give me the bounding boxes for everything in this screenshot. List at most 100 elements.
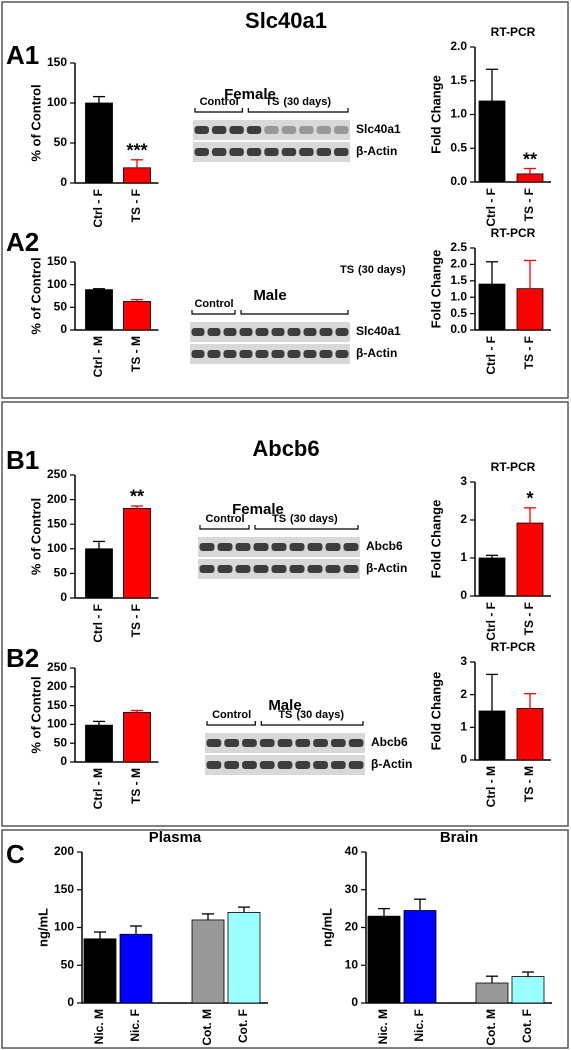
group-label: Control [212,709,251,721]
significance: * [526,489,533,509]
blot-band [194,148,209,156]
significance: ** [130,487,144,507]
y-tick-label: 40 [345,844,359,858]
y-tick-label: 0 [60,754,67,768]
group-label: TS [265,96,279,108]
error-bar [524,507,536,524]
blot-band [295,761,311,769]
bracket [260,721,364,726]
error-bar [93,288,105,290]
y-tick-label: 3 [460,474,467,488]
bar [85,102,113,184]
band-label: β-Actin [371,757,412,771]
y-tick-label: 2 [460,512,467,526]
group-label: (30 days) [296,709,344,721]
y-tick-label: 2.0 [450,39,467,53]
y-tick-label: 1.0 [450,289,467,303]
blot-band [264,126,279,134]
bar [511,976,545,1004]
bar [516,707,544,761]
blot-band [334,126,349,134]
x-tick-label: TS - M [522,766,536,802]
error-bar [486,975,498,983]
error-bar [131,709,143,713]
y-tick-label: 100 [47,95,67,109]
blot-band [223,328,237,336]
blot-band [242,739,257,747]
error-bar [93,720,105,726]
blot-band [281,126,297,134]
blot-band [211,126,227,134]
x-tick-label: TS - M [129,768,143,804]
x-tick-label: TS - F [522,602,536,635]
y-tick-label: 0.5 [450,140,467,154]
y-tick-label: 50 [54,735,68,749]
section-a-frame [1,1,569,399]
blot-band [289,543,305,551]
y-axis-label: % of Control [28,676,43,753]
y-tick-label: 2.0 [450,257,467,271]
blot-title: Male [268,697,301,714]
y-tick-label: 1.0 [450,107,467,121]
y-tick-label: 0 [60,590,67,604]
chart-title: RT-PCR [491,460,536,474]
x-tick-label: Nic. F [412,1009,426,1042]
blot-band [229,126,244,134]
blot-band [348,761,364,769]
significance: ** [523,149,537,169]
y-tick-label: 0 [460,588,467,602]
y-tick-label: 10 [345,957,359,971]
y-axis-label: ng/mL [319,908,334,947]
error-bar [522,971,534,977]
x-tick-label: Ctrl - M [91,336,105,377]
section-title: Abcb6 [252,436,319,461]
band-label: Slc40a1 [356,122,401,136]
blot-band [242,761,257,769]
error-bar [93,540,105,549]
blot-band [235,565,251,573]
blot-band [229,148,244,156]
x-tick-label: Ctrl - M [484,766,498,807]
x-tick-label: Ctrl - F [484,602,498,641]
bar [478,283,506,331]
x-tick-label: TS - M [129,336,143,372]
y-tick-label: 200 [47,492,67,506]
blot-band [207,328,221,336]
band-label: Abcb6 [371,735,408,749]
x-tick-label: Ctrl - F [484,188,498,227]
x-tick-label: Nic. M [92,1009,106,1044]
x-tick-label: Ctrl - F [91,604,105,643]
y-tick-label: 20 [345,920,359,934]
bracket [194,108,243,113]
blot-band [206,739,222,747]
section-b-frame [1,401,569,827]
bar [123,508,151,599]
bar [227,912,261,1004]
y-tick-label: 0 [460,752,467,766]
y-axis-label: % of Control [28,84,43,161]
blot-band [299,126,314,134]
bar [478,710,506,761]
x-tick-label: Cot. F [520,1009,534,1043]
y-axis-label: % of Control [28,498,43,575]
error-bar [414,898,426,911]
blot-band [287,350,301,358]
bracket [206,721,256,726]
error-bar [378,907,390,917]
blot-band [211,148,227,156]
y-axis-label: Fold Change [428,672,443,751]
y-tick-label: 200 [47,679,67,693]
group-label: TS [278,709,292,721]
y-tick-label: 150 [47,55,67,69]
blot-band [299,148,314,156]
y-tick-label: 250 [47,467,67,481]
y-tick-label: 1.5 [450,73,467,87]
y-tick-label: 200 [54,844,74,858]
blot-band [313,761,328,769]
y-tick-label: 50 [54,135,68,149]
panel-label: A1 [6,40,39,70]
y-tick-label: 1 [460,550,467,564]
error-bar [486,68,498,101]
blot-band [334,148,349,156]
